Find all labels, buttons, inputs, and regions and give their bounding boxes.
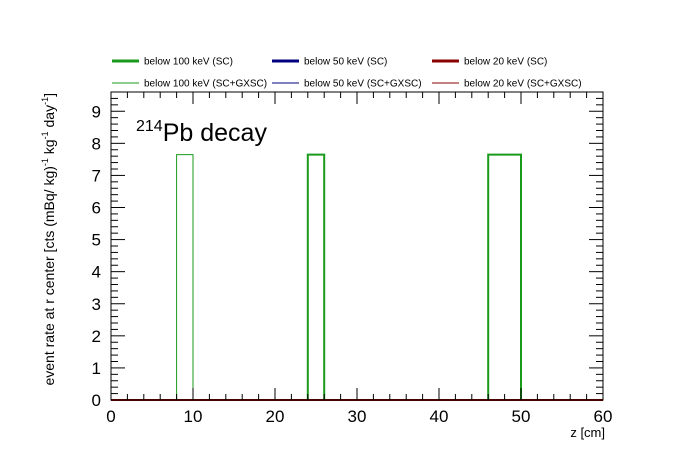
title-superscript: 214 — [136, 118, 163, 135]
x-tick-label: 50 — [512, 407, 531, 426]
legend-entry-label: below 100 keV (SC) — [144, 57, 233, 68]
legend-entry-label: below 50 keV (SC+GXSC) — [304, 79, 422, 90]
axis-ticks: 0 10 20 30 40 50 60 0 1 2 3 4 5 6 7 8 9 — [92, 91, 613, 426]
y-tick-label: 2 — [92, 327, 101, 346]
legend-entry-label: below 20 keV (SC+GXSC) — [464, 79, 582, 90]
x-tick-label: 0 — [106, 407, 115, 426]
y-tick-label: 7 — [92, 166, 101, 185]
legend-entry-label: below 50 keV (SC) — [304, 57, 387, 68]
x-tick-label: 30 — [348, 407, 367, 426]
x-tick-label: 10 — [184, 407, 203, 426]
title-main: Pb decay — [163, 119, 268, 147]
histogram-bin — [306, 153, 326, 400]
y-tick-label: 9 — [92, 102, 101, 121]
y-tick-label: 1 — [92, 359, 101, 378]
y-tick-label: 0 — [92, 391, 101, 410]
x-tick-label: 60 — [594, 407, 613, 426]
x-tick-label: 20 — [266, 407, 285, 426]
y-tick-label: 4 — [92, 263, 101, 282]
y-tick-label: 6 — [92, 199, 101, 218]
y-tick-label: 8 — [92, 134, 101, 153]
legend: below 100 keV (SC) below 50 keV (SC) below… — [112, 57, 582, 90]
chart-title: 214Pb decay — [136, 118, 267, 147]
legend-entry-label: below 100 keV (SC+GXSC) — [144, 79, 267, 90]
y-tick-label: 3 — [92, 295, 101, 314]
histogram-bin — [487, 153, 522, 400]
histogram-bars — [176, 153, 522, 400]
x-axis-label: z [cm] — [570, 425, 605, 440]
histogram-bin — [176, 154, 194, 400]
legend-entry-label: below 20 keV (SC) — [464, 57, 547, 68]
x-tick-label: 40 — [430, 407, 449, 426]
y-axis-label: event rate at r center [cts (mBq/ kg)-1 … — [40, 93, 57, 386]
y-tick-label: 5 — [92, 231, 101, 250]
